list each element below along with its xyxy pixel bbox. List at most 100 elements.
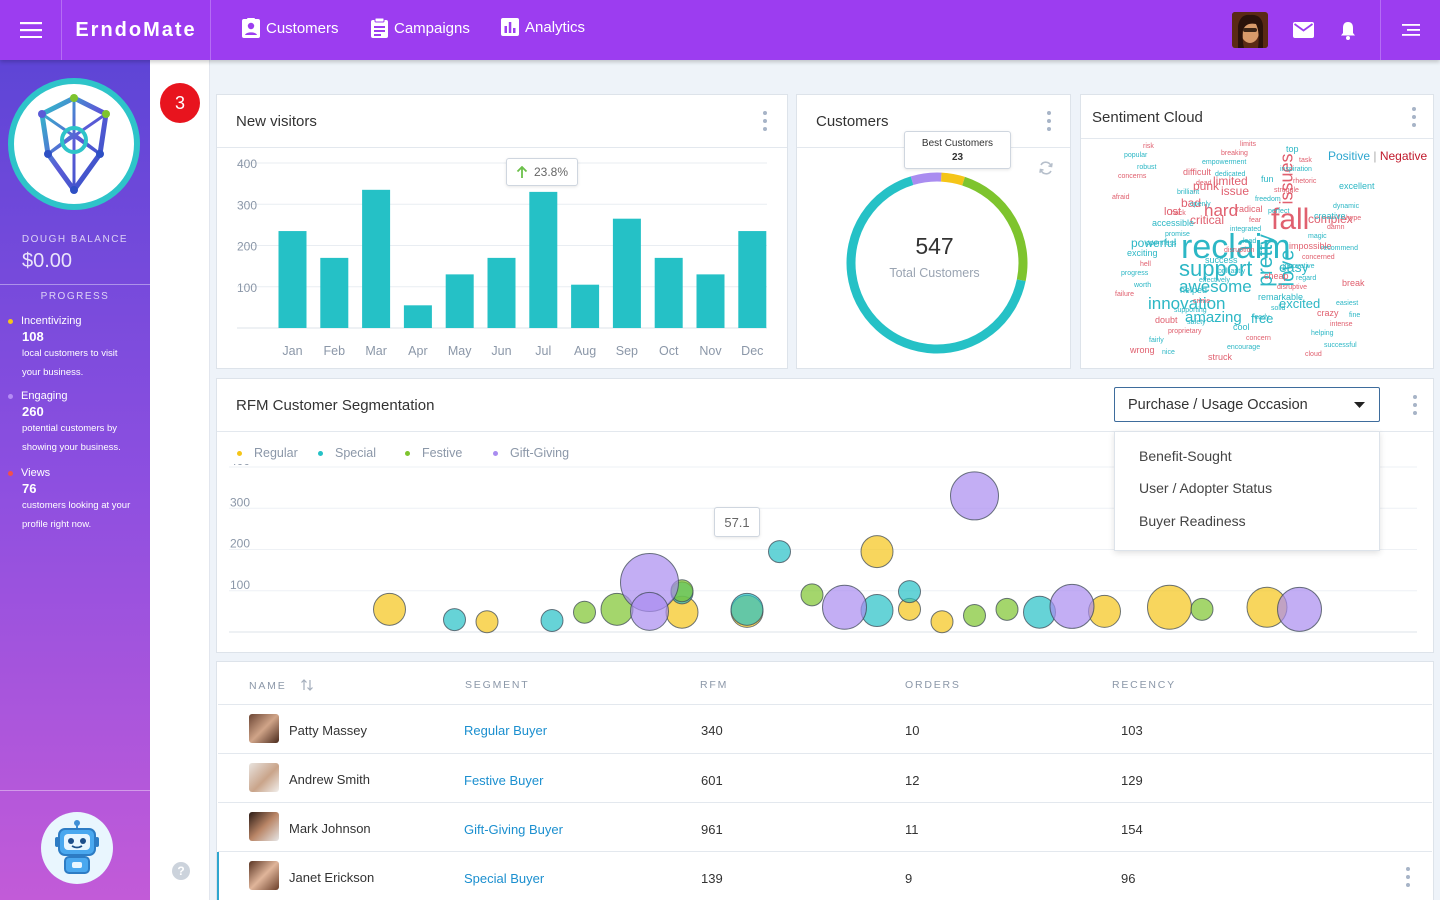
bar-mar[interactable] bbox=[362, 189, 391, 328]
legend-festive[interactable]: Festive bbox=[405, 446, 462, 460]
bar-dec[interactable] bbox=[738, 231, 767, 328]
bubble-gift-giving[interactable] bbox=[950, 471, 999, 521]
legend-gift-giving[interactable]: Gift-Giving bbox=[493, 446, 569, 460]
word-cloud-word: easy bbox=[1279, 259, 1309, 275]
bubble-regular[interactable] bbox=[1147, 584, 1192, 630]
segmentation-type-select[interactable]: Purchase / Usage Occasion bbox=[1114, 387, 1380, 422]
word-cloud-word: task bbox=[1299, 157, 1312, 164]
bubble-special[interactable] bbox=[443, 608, 466, 632]
bubble-special[interactable] bbox=[898, 580, 921, 604]
word-cloud-word: hard bbox=[1204, 201, 1239, 220]
donut-segment[interactable] bbox=[910, 172, 942, 186]
bubble-special[interactable] bbox=[768, 540, 791, 564]
column-header-recency[interactable]: RECENCY bbox=[1112, 679, 1176, 691]
bubble-special[interactable] bbox=[730, 592, 764, 626]
column-header-rfm[interactable]: RFM bbox=[700, 679, 729, 691]
column-header-name[interactable]: NAME bbox=[249, 679, 314, 692]
option-benefit-sought[interactable]: Benefit-Sought bbox=[1139, 448, 1232, 464]
y-tick-label: 300 bbox=[237, 198, 257, 212]
total-customers-label: Total Customers bbox=[889, 266, 980, 280]
word-cloud: reclaim support fall awesome innovation amazi… bbox=[1111, 140, 1381, 368]
bubble-special[interactable] bbox=[540, 608, 564, 632]
status-dot bbox=[8, 470, 13, 476]
total-customers-value: 547 bbox=[915, 233, 954, 259]
column-header-segment[interactable]: SEGMENT bbox=[465, 679, 530, 691]
bubble-regular[interactable] bbox=[930, 610, 954, 634]
orders-value: 12 bbox=[905, 773, 920, 788]
option-user-adopter-status[interactable]: User / Adopter Status bbox=[1139, 480, 1273, 496]
segment-link[interactable]: Festive Buyer bbox=[464, 773, 544, 788]
bubble-gift-giving[interactable] bbox=[1277, 586, 1322, 632]
bubble-gift-giving[interactable] bbox=[630, 591, 669, 631]
progress-desc-line: your business. bbox=[22, 367, 84, 378]
nav-customers[interactable]: Customers bbox=[242, 18, 339, 38]
bubble-festive[interactable] bbox=[800, 583, 824, 607]
bar-jun[interactable] bbox=[487, 257, 516, 328]
bell-icon bbox=[1341, 21, 1355, 40]
bar-sep[interactable] bbox=[612, 218, 641, 328]
progress-item-views: Views 76 customers looking at your profi… bbox=[8, 467, 148, 534]
sidebar: DOUGH BALANCE $0.00 PROGRESS Incentivizi… bbox=[0, 60, 150, 900]
donut-segment[interactable] bbox=[940, 172, 965, 186]
bubble-regular[interactable] bbox=[475, 610, 499, 634]
word-cloud-word: concerned bbox=[1302, 254, 1335, 261]
bubble-regular[interactable] bbox=[373, 592, 406, 626]
y-tick-label: 100 bbox=[237, 281, 257, 295]
word-cloud-word: amazing bbox=[1185, 309, 1242, 326]
right-menu-button[interactable] bbox=[1380, 0, 1440, 60]
donut-segment[interactable] bbox=[846, 176, 1026, 354]
x-tick-label: Dec bbox=[741, 344, 763, 358]
legend-special[interactable]: Special bbox=[318, 446, 376, 460]
word-cloud-word: excited bbox=[1279, 296, 1321, 311]
progress-item-incentivizing: Incentivizing 108 local customers to vis… bbox=[8, 315, 148, 382]
word-cloud-word: brilliantly bbox=[1218, 268, 1246, 275]
option-buyer-readiness[interactable]: Buyer Readiness bbox=[1139, 513, 1246, 529]
user-avatar[interactable] bbox=[1232, 12, 1268, 48]
word-cloud-word: limits bbox=[1240, 141, 1256, 148]
segment-link[interactable]: Gift-Giving Buyer bbox=[464, 822, 563, 837]
bubble-gift-giving[interactable] bbox=[822, 584, 867, 630]
row-menu-kebab-icon[interactable] bbox=[1405, 867, 1411, 887]
card-menu-kebab-icon[interactable] bbox=[1046, 111, 1052, 131]
bubble-festive[interactable] bbox=[963, 604, 986, 627]
bar-nov[interactable] bbox=[696, 274, 725, 328]
menu-button[interactable] bbox=[0, 0, 62, 60]
notification-count-badge[interactable]: 3 bbox=[160, 83, 200, 123]
donut-segment[interactable] bbox=[962, 176, 1028, 282]
help-icon[interactable]: ? bbox=[172, 862, 190, 880]
bubble-festive[interactable] bbox=[1190, 597, 1214, 621]
bubble-festive[interactable] bbox=[573, 600, 596, 624]
nav-campaigns[interactable]: Campaigns bbox=[371, 18, 470, 38]
sidebar-divider bbox=[0, 790, 150, 791]
column-header-orders[interactable]: ORDERS bbox=[905, 679, 961, 691]
positive-filter-link[interactable]: Positive bbox=[1328, 149, 1371, 163]
notifications-button[interactable] bbox=[1334, 0, 1362, 60]
refresh-icon[interactable] bbox=[1038, 160, 1054, 176]
avatar bbox=[249, 812, 279, 841]
bar-jan[interactable] bbox=[278, 231, 307, 328]
segment-link[interactable]: Special Buyer bbox=[464, 871, 545, 886]
messages-button[interactable] bbox=[1288, 0, 1318, 60]
assistant-bot-button[interactable] bbox=[41, 812, 113, 884]
sort-icon[interactable] bbox=[301, 679, 314, 691]
card-menu-kebab-icon[interactable] bbox=[1411, 107, 1417, 127]
nav-analytics[interactable]: Analytics bbox=[501, 18, 585, 36]
bar-aug[interactable] bbox=[571, 284, 600, 328]
word-cloud-word: nice bbox=[1162, 349, 1175, 356]
segment-link[interactable]: Regular Buyer bbox=[464, 723, 548, 738]
bar-oct[interactable] bbox=[654, 257, 683, 328]
bar-feb[interactable] bbox=[320, 257, 349, 328]
bubble-festive[interactable] bbox=[995, 597, 1019, 621]
word-cloud-word: fun bbox=[1261, 174, 1274, 184]
legend-regular[interactable]: Regular bbox=[237, 446, 298, 460]
bar-apr[interactable] bbox=[403, 305, 432, 328]
y-tick-label: 200 bbox=[230, 537, 250, 551]
negative-filter-link[interactable]: Negative bbox=[1379, 149, 1428, 163]
brand-logo-text[interactable]: ErndoMate bbox=[62, 0, 211, 60]
card-menu-kebab-icon[interactable] bbox=[1412, 395, 1418, 415]
card-menu-kebab-icon[interactable] bbox=[762, 111, 768, 131]
bubble-gift-giving[interactable] bbox=[1049, 583, 1095, 629]
bar-may[interactable] bbox=[445, 274, 474, 328]
bar-jul[interactable] bbox=[529, 191, 558, 328]
bubble-regular[interactable] bbox=[860, 535, 894, 569]
